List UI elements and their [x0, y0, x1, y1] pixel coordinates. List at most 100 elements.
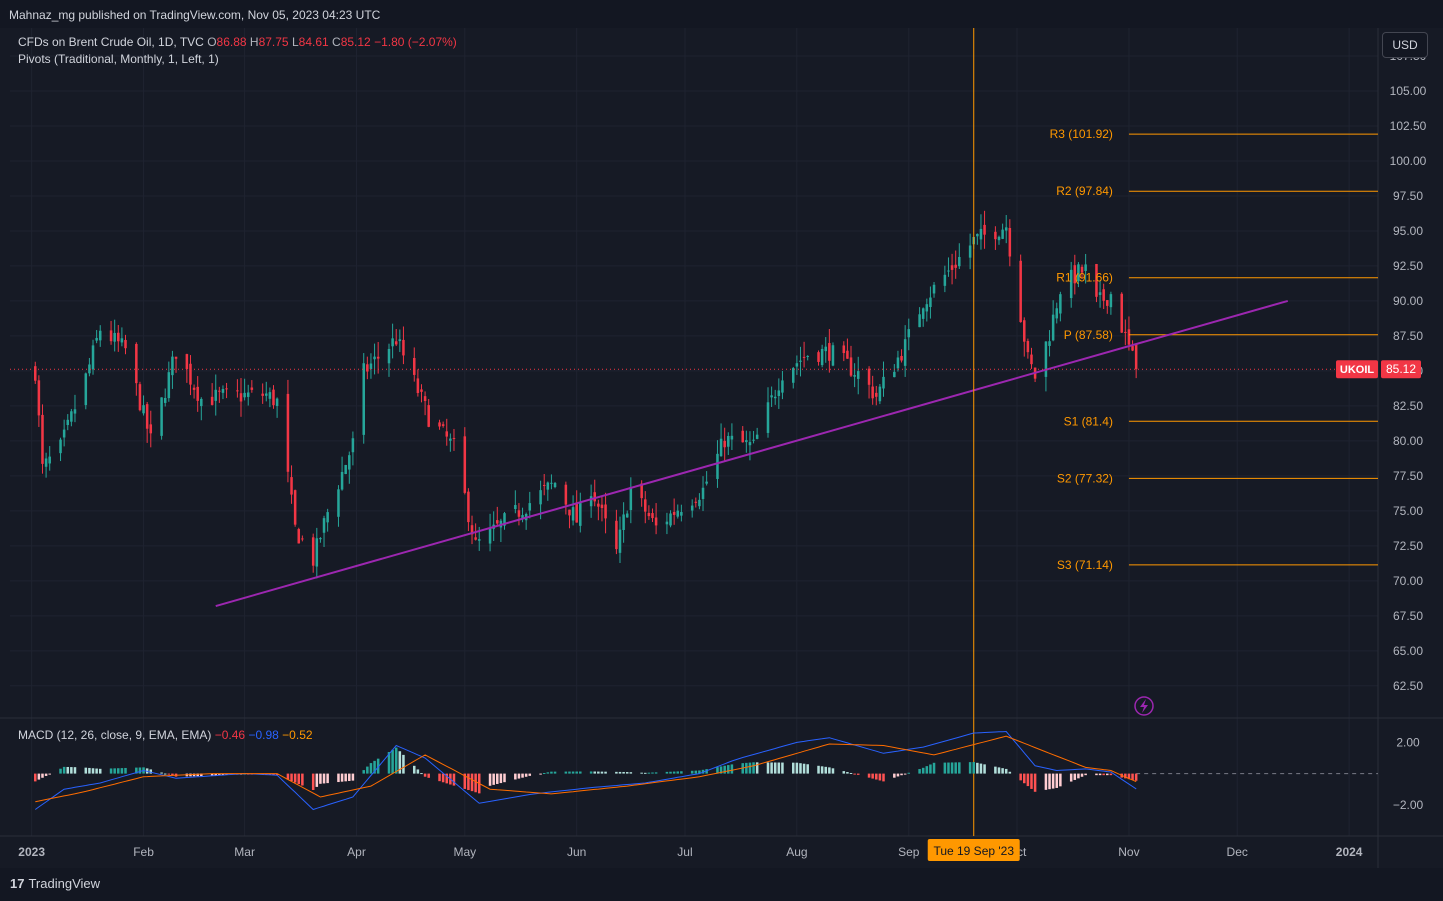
candle-body[interactable] — [564, 484, 568, 505]
candle-body[interactable] — [98, 330, 102, 341]
candle-body[interactable] — [994, 231, 997, 240]
candle-body[interactable] — [44, 458, 48, 467]
chart-svg[interactable]: 107.50105.00102.50100.0097.5095.0092.509… — [0, 28, 1443, 868]
candle-body[interactable] — [196, 386, 199, 401]
currency-button[interactable]: USD — [1382, 32, 1428, 58]
candle-body[interactable] — [394, 341, 398, 345]
candle-body[interactable] — [651, 513, 654, 519]
trendline[interactable] — [215, 299, 1289, 607]
candle-body[interactable] — [846, 350, 849, 359]
candle-body[interactable] — [954, 264, 957, 268]
candle-body[interactable] — [88, 364, 91, 374]
candle-body[interactable] — [1030, 354, 1033, 365]
candle-body[interactable] — [817, 352, 820, 362]
candle-body[interactable] — [1080, 266, 1084, 273]
candle-body[interactable] — [265, 393, 268, 396]
candle-body[interactable] — [340, 471, 344, 490]
candle-body[interactable] — [896, 357, 900, 369]
candle-body[interactable] — [1106, 300, 1109, 306]
candle-body[interactable] — [120, 338, 124, 343]
candle-body[interactable] — [604, 504, 607, 519]
candle-body[interactable] — [802, 356, 806, 358]
candle-body[interactable] — [882, 376, 885, 389]
candle-body[interactable] — [781, 380, 784, 393]
candle-body[interactable] — [73, 409, 77, 414]
candle-body[interactable] — [474, 537, 477, 540]
candle-body[interactable] — [958, 257, 961, 267]
lightning-icon[interactable] — [1140, 699, 1148, 713]
candle-body[interactable] — [366, 364, 369, 372]
candle-body[interactable] — [950, 265, 954, 270]
candle-body[interactable] — [438, 422, 441, 427]
candle-body[interactable] — [597, 503, 600, 507]
candle-body[interactable] — [423, 396, 427, 401]
candle-body[interactable] — [225, 388, 228, 390]
candle-body[interactable] — [1004, 227, 1008, 231]
candle-body[interactable] — [344, 464, 347, 475]
candle-body[interactable] — [117, 332, 120, 342]
candle-body[interactable] — [625, 513, 629, 518]
candle-body[interactable] — [698, 499, 701, 507]
candle-body[interactable] — [629, 486, 633, 511]
candle-body[interactable] — [618, 529, 622, 553]
candle-body[interactable] — [1134, 344, 1138, 370]
candle-body[interactable] — [727, 435, 730, 447]
candle-body[interactable] — [1084, 264, 1087, 271]
candle-body[interactable] — [62, 429, 66, 438]
candle-body[interactable] — [398, 339, 402, 342]
candle-body[interactable] — [575, 502, 578, 523]
candle-body[interactable] — [109, 330, 113, 342]
candle-body[interactable] — [806, 355, 809, 357]
candle-body[interactable] — [730, 435, 734, 440]
candle-body[interactable] — [149, 424, 153, 434]
candle-body[interactable] — [37, 380, 41, 416]
candle-body[interactable] — [979, 228, 983, 240]
candle-body[interactable] — [293, 490, 297, 525]
candle-body[interactable] — [903, 339, 907, 366]
candle-body[interactable] — [268, 392, 272, 399]
candle-body[interactable] — [1001, 229, 1004, 239]
candle-body[interactable] — [842, 345, 846, 354]
candle-body[interactable] — [250, 387, 254, 390]
candle-body[interactable] — [1055, 308, 1059, 319]
candle-body[interactable] — [48, 456, 51, 464]
candle-body[interactable] — [275, 398, 279, 406]
candle-body[interactable] — [369, 363, 373, 370]
candle-body[interactable] — [246, 392, 250, 397]
candle-body[interactable] — [124, 339, 127, 349]
candle-body[interactable] — [413, 357, 416, 375]
candle-body[interactable] — [542, 484, 546, 486]
candle-body[interactable] — [579, 502, 582, 526]
candle-body[interactable] — [1023, 320, 1026, 342]
candle-body[interactable] — [470, 525, 474, 535]
candle-body[interactable] — [1102, 289, 1105, 301]
candle-body[interactable] — [553, 482, 557, 488]
candle-body[interactable] — [795, 363, 799, 367]
candle-body[interactable] — [918, 314, 921, 328]
candle-body[interactable] — [773, 396, 777, 399]
candle-body[interactable] — [766, 402, 770, 433]
candle-body[interactable] — [145, 404, 149, 429]
candle-body[interactable] — [286, 393, 290, 472]
candle-body[interactable] — [488, 527, 492, 544]
candle-body[interactable] — [373, 356, 376, 360]
candle-body[interactable] — [171, 356, 174, 376]
candle-body[interactable] — [716, 453, 719, 479]
candle-body[interactable] — [550, 482, 553, 484]
candle-body[interactable] — [878, 386, 882, 402]
candle-body[interactable] — [189, 363, 192, 385]
candle-body[interactable] — [441, 424, 445, 426]
candle-body[interactable] — [701, 487, 705, 499]
candle-body[interactable] — [589, 496, 593, 507]
candle-body[interactable] — [824, 346, 828, 352]
candle-body[interactable] — [849, 357, 853, 376]
candle-body[interactable] — [669, 513, 672, 526]
candle-body[interactable] — [997, 236, 1001, 241]
candle-body[interactable] — [297, 529, 301, 544]
candle-body[interactable] — [210, 396, 214, 405]
candle-body[interactable] — [467, 491, 470, 523]
candle-body[interactable] — [445, 431, 449, 437]
candle-body[interactable] — [311, 537, 315, 566]
candle-body[interactable] — [70, 411, 73, 422]
candle-body[interactable] — [831, 345, 835, 366]
